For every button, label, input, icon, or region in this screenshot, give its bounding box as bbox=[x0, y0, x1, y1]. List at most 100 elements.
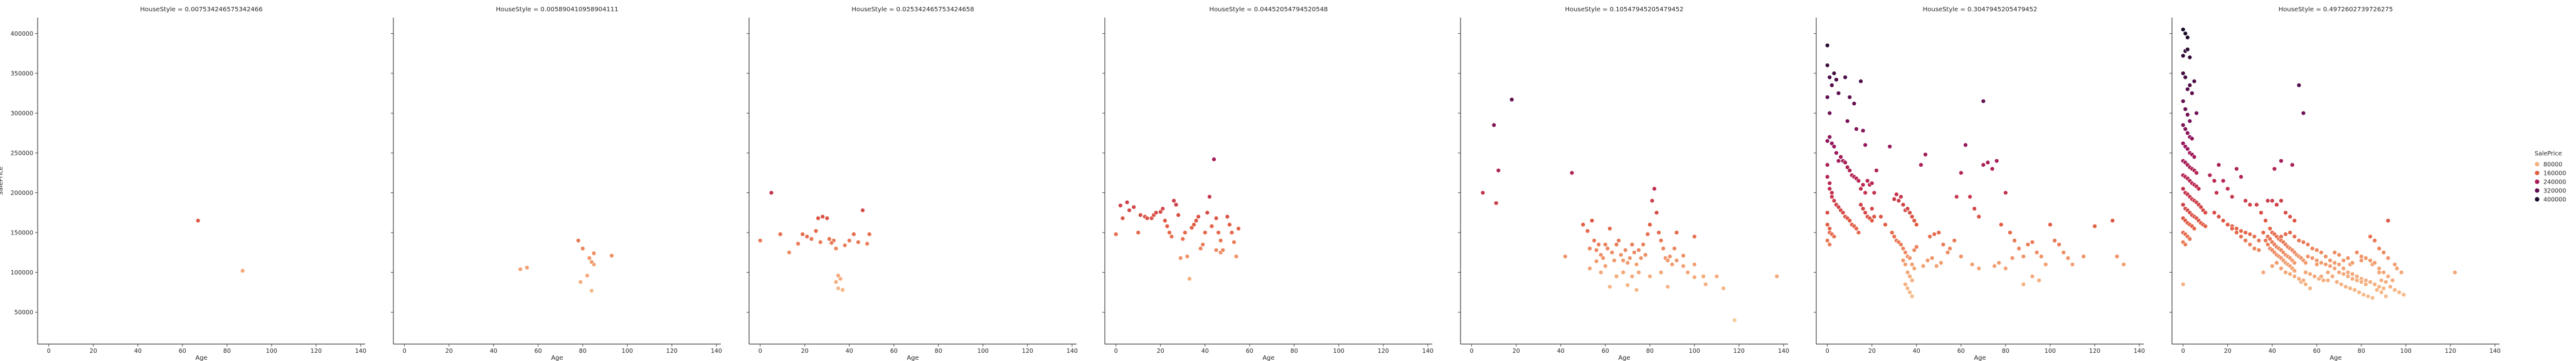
data-point bbox=[1860, 182, 1866, 187]
x-tick-label: 40 bbox=[1913, 348, 1920, 355]
data-point bbox=[2332, 260, 2337, 266]
y-tick-label: 350000 bbox=[11, 70, 33, 77]
data-point bbox=[2292, 234, 2297, 239]
data-point bbox=[2287, 271, 2292, 276]
data-point bbox=[778, 231, 783, 237]
data-point bbox=[865, 241, 870, 246]
legend-label: 160000 bbox=[2543, 170, 2566, 177]
data-point bbox=[2043, 262, 2048, 267]
data-point bbox=[800, 231, 805, 237]
data-point bbox=[1636, 269, 1641, 275]
data-point bbox=[1178, 256, 1183, 261]
scatter-points bbox=[2181, 27, 2457, 300]
data-point bbox=[2339, 281, 2344, 287]
data-point bbox=[2265, 198, 2270, 203]
data-point bbox=[2183, 75, 2188, 80]
y-tick-label: 300000 bbox=[11, 110, 33, 117]
data-point bbox=[2376, 269, 2382, 275]
legend-marker bbox=[2534, 170, 2540, 176]
data-point bbox=[1874, 168, 1879, 173]
data-point bbox=[2363, 278, 2368, 283]
data-point bbox=[2265, 242, 2270, 247]
x-axis-label: Age bbox=[2329, 355, 2341, 361]
data-point bbox=[2061, 250, 2066, 255]
data-point bbox=[1625, 283, 1631, 288]
y-tick-label: 250000 bbox=[11, 150, 33, 157]
data-point bbox=[1831, 234, 1837, 239]
data-point bbox=[2334, 280, 2339, 285]
x-tick-label: 80 bbox=[1646, 348, 1654, 355]
data-point bbox=[1925, 258, 1930, 263]
data-point bbox=[1658, 269, 1664, 275]
panel-title: HouseStyle = 0.005890410958904111 bbox=[496, 6, 618, 13]
data-point bbox=[2372, 281, 2377, 287]
data-point bbox=[1858, 78, 1863, 84]
x-tick-label: 0 bbox=[1114, 348, 1118, 355]
data-point bbox=[1191, 222, 1196, 228]
data-point bbox=[1509, 97, 1514, 102]
data-point bbox=[1563, 254, 1568, 259]
data-point bbox=[2030, 239, 2035, 245]
data-point bbox=[1825, 174, 1830, 179]
data-point bbox=[2301, 110, 2306, 116]
x-tick-label: 40 bbox=[846, 348, 853, 355]
data-point bbox=[1825, 238, 1830, 243]
x-tick-label: 120 bbox=[666, 348, 678, 355]
data-point bbox=[2279, 266, 2284, 271]
data-point bbox=[2185, 86, 2190, 92]
data-point bbox=[2356, 290, 2361, 295]
data-point bbox=[1843, 160, 1848, 165]
data-point bbox=[1616, 238, 1621, 243]
data-point bbox=[2401, 292, 2407, 297]
data-point bbox=[1656, 230, 1661, 235]
data-point bbox=[2307, 271, 2313, 276]
data-point bbox=[1976, 214, 1981, 219]
data-point bbox=[1198, 246, 1203, 251]
scatter-points bbox=[1480, 97, 1779, 323]
data-point bbox=[804, 234, 810, 239]
data-point bbox=[2057, 242, 2062, 247]
data-point bbox=[1144, 216, 1150, 221]
data-point bbox=[1480, 190, 1486, 196]
data-point bbox=[2381, 286, 2387, 291]
x-tick-label: 20 bbox=[90, 348, 97, 355]
data-point bbox=[1847, 168, 1852, 173]
data-point bbox=[2270, 198, 2275, 203]
data-point bbox=[809, 236, 814, 241]
data-point bbox=[1213, 216, 1219, 221]
x-tick-label: 140 bbox=[355, 348, 366, 355]
data-point bbox=[1985, 160, 1991, 165]
scatter-points bbox=[1825, 43, 2126, 299]
data-point bbox=[2263, 218, 2268, 223]
data-point bbox=[1870, 206, 1875, 211]
facet-panel-6: HouseStyle = 0.3047945205479452 0 20 40 60 80… bbox=[1814, 6, 2145, 361]
data-point bbox=[2114, 254, 2120, 259]
data-point bbox=[2187, 83, 2193, 88]
data-point bbox=[1599, 269, 1604, 275]
data-point bbox=[1587, 246, 1592, 251]
data-point bbox=[1858, 202, 1863, 207]
data-point bbox=[2350, 271, 2355, 276]
data-point bbox=[591, 251, 597, 256]
data-point bbox=[2385, 256, 2391, 261]
data-point bbox=[1860, 206, 1866, 211]
x-tick-label: 80 bbox=[2002, 348, 2009, 355]
data-point bbox=[824, 216, 829, 221]
data-point bbox=[1692, 262, 1697, 267]
x-tick-label: 80 bbox=[935, 348, 942, 355]
data-point bbox=[816, 216, 821, 221]
data-point bbox=[2070, 262, 2075, 267]
data-point bbox=[2260, 230, 2266, 235]
data-point bbox=[2370, 295, 2375, 300]
data-point bbox=[2379, 290, 2384, 295]
data-point bbox=[2368, 258, 2373, 263]
data-point bbox=[1856, 178, 1861, 184]
data-point bbox=[1600, 256, 1605, 261]
data-point bbox=[1827, 134, 1833, 140]
data-point bbox=[1989, 166, 1995, 172]
data-point bbox=[1898, 242, 1903, 247]
data-point bbox=[1829, 83, 1834, 88]
data-point bbox=[2292, 274, 2297, 279]
data-point bbox=[820, 214, 825, 219]
data-point bbox=[1863, 142, 1868, 148]
